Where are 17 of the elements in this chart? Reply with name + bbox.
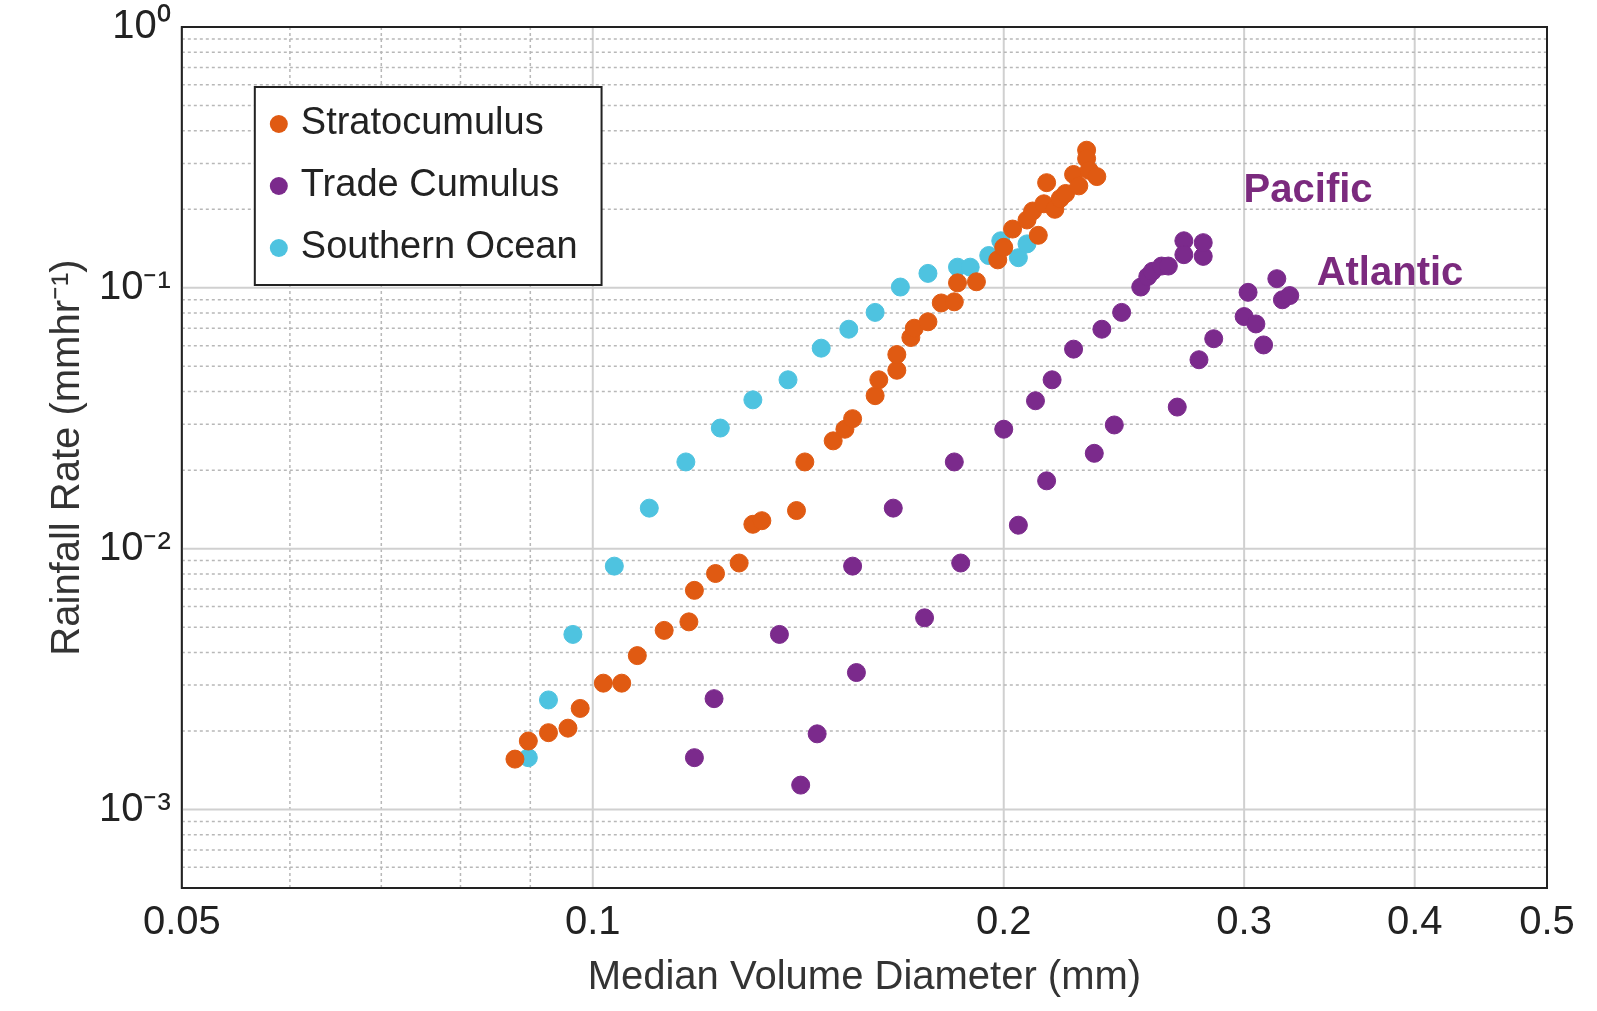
x-tick-label: 0.05	[142, 898, 221, 943]
annotation: Atlantic	[1316, 249, 1464, 294]
x-tick-label: 0.2	[975, 898, 1032, 943]
y-tick-label: 10⁻²	[99, 523, 171, 568]
x-tick-label: 0.1	[564, 898, 621, 943]
annotation: Pacific	[1243, 165, 1373, 210]
legend-label: Trade Cumulus	[300, 162, 560, 205]
y-tick-label: 10⁻³	[99, 784, 171, 829]
x-axis-title: Median Volume Diameter (mm)	[587, 953, 1142, 998]
y-tick-label: 10⁻¹	[99, 262, 171, 307]
y-axis-title: Rainfall Rate (mmhr⁻¹)	[43, 259, 88, 656]
y-tick-label: 10⁰	[112, 2, 171, 47]
legend-label: Southern Ocean	[300, 224, 578, 267]
x-tick-label: 0.4	[1386, 898, 1443, 943]
x-tick-label: 0.3	[1216, 898, 1272, 943]
legend-label: Stratocumulus	[300, 100, 544, 143]
x-tick-label: 0.5	[1519, 898, 1575, 943]
